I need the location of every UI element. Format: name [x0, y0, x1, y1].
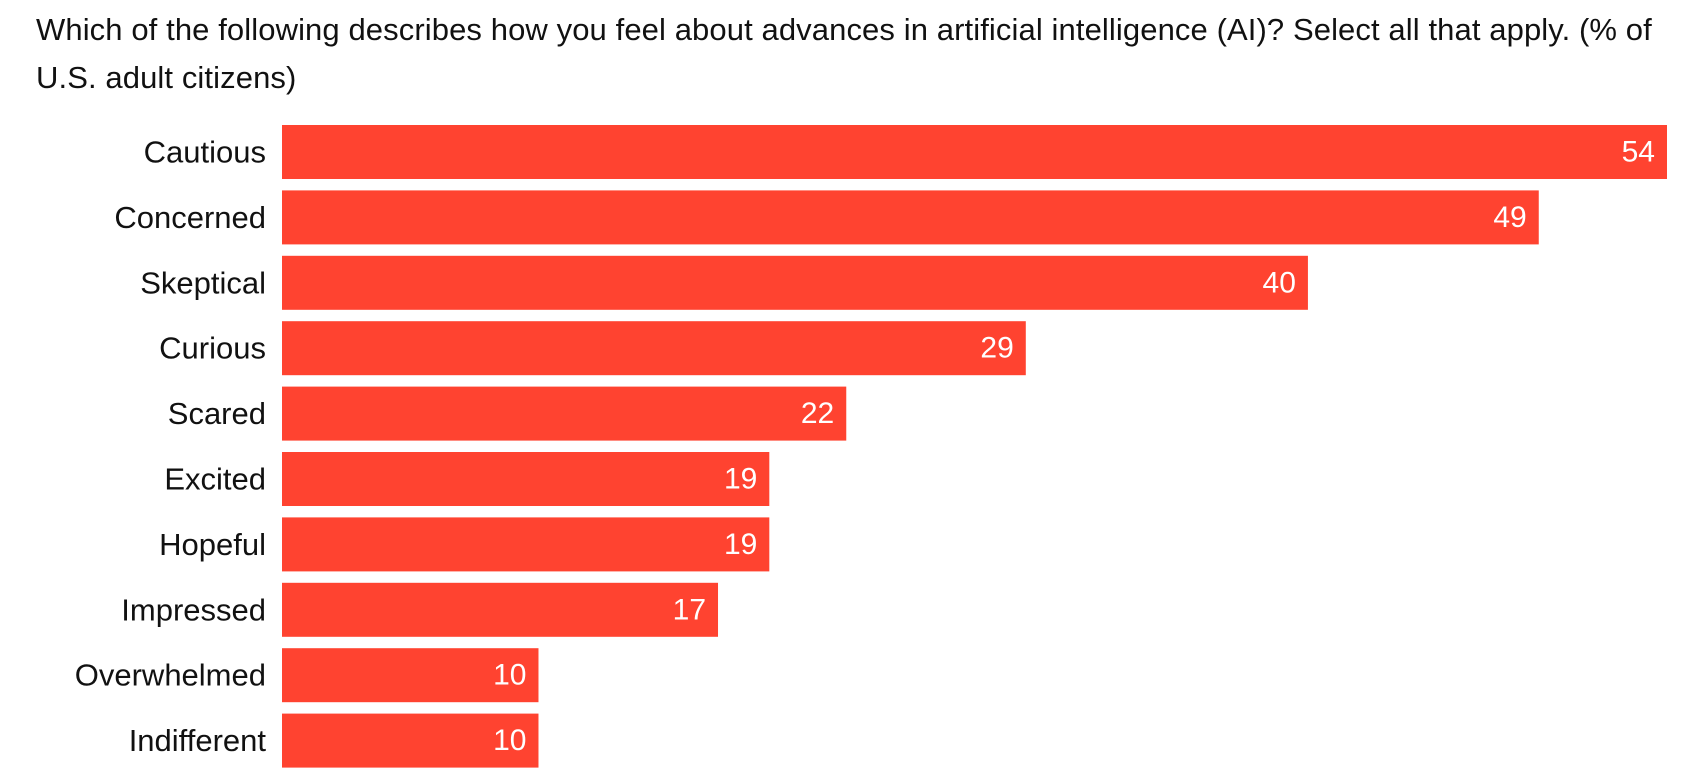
value-label: 19 — [724, 528, 757, 561]
bar — [282, 452, 770, 506]
value-label: 22 — [801, 397, 834, 430]
category-label: Hopeful — [159, 527, 266, 562]
bar — [282, 190, 1539, 245]
bar — [282, 125, 1667, 179]
category-label: Skeptical — [140, 265, 266, 300]
bar — [282, 517, 770, 572]
value-label: 10 — [493, 659, 526, 692]
value-label: 54 — [1622, 136, 1655, 169]
value-label: 17 — [673, 593, 706, 626]
value-label: 40 — [1263, 266, 1296, 299]
value-label: 29 — [980, 332, 1013, 365]
category-label: Curious — [159, 331, 266, 366]
bar — [282, 255, 1308, 310]
category-label: Excited — [164, 462, 266, 497]
bar — [282, 648, 539, 703]
category-label: Concerned — [114, 200, 266, 235]
chart-title: Which of the following describes how you… — [36, 12, 1652, 95]
bar — [282, 386, 847, 441]
category-label: Indifferent — [129, 723, 267, 758]
category-label: Impressed — [121, 592, 266, 627]
bar — [282, 582, 719, 637]
bar — [282, 713, 539, 768]
category-label: Overwhelmed — [75, 658, 266, 693]
value-label: 49 — [1493, 201, 1526, 234]
value-label: 10 — [493, 724, 526, 757]
category-label: Scared — [168, 396, 266, 431]
category-label: Cautious — [144, 135, 266, 170]
value-label: 19 — [724, 463, 757, 496]
bar — [282, 321, 1026, 376]
